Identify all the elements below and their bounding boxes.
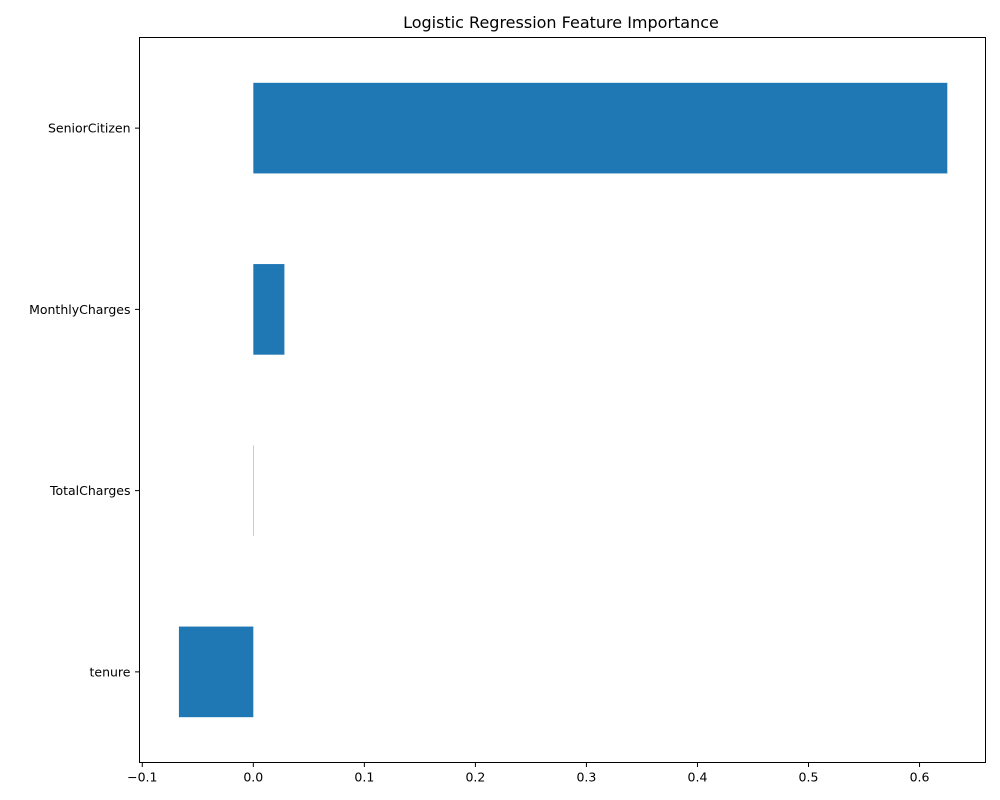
- x-axis-ticks: −0.1 0.0 0.1 0.2 0.3 0.4 0.5 0.6: [127, 762, 930, 785]
- x-tick-label: 0.2: [465, 770, 485, 785]
- plot-frame: [139, 37, 986, 763]
- x-tick-label: 0.5: [799, 770, 819, 785]
- x-tick-label: 0.6: [910, 770, 930, 785]
- x-tick-label: 0.0: [243, 770, 263, 785]
- y-tick-label: tenure: [90, 664, 131, 679]
- y-tick-label: TotalCharges: [49, 483, 131, 498]
- bars-group: [178, 82, 948, 718]
- bar-MonthlyCharges: [253, 264, 285, 355]
- bar-SeniorCitizen: [253, 82, 948, 174]
- chart-title: Logistic Regression Feature Importance: [403, 13, 719, 32]
- x-tick-label: 0.3: [576, 770, 596, 785]
- y-tick-label: MonthlyCharges: [29, 302, 130, 317]
- bar-tenure: [178, 626, 254, 718]
- x-tick-label: 0.4: [688, 770, 708, 785]
- y-axis-ticks: SeniorCitizen MonthlyCharges TotalCharges t…: [29, 121, 140, 679]
- y-tick-label: SeniorCitizen: [48, 121, 131, 136]
- x-tick-label: 0.1: [354, 770, 374, 785]
- x-tick-label: −0.1: [127, 770, 157, 785]
